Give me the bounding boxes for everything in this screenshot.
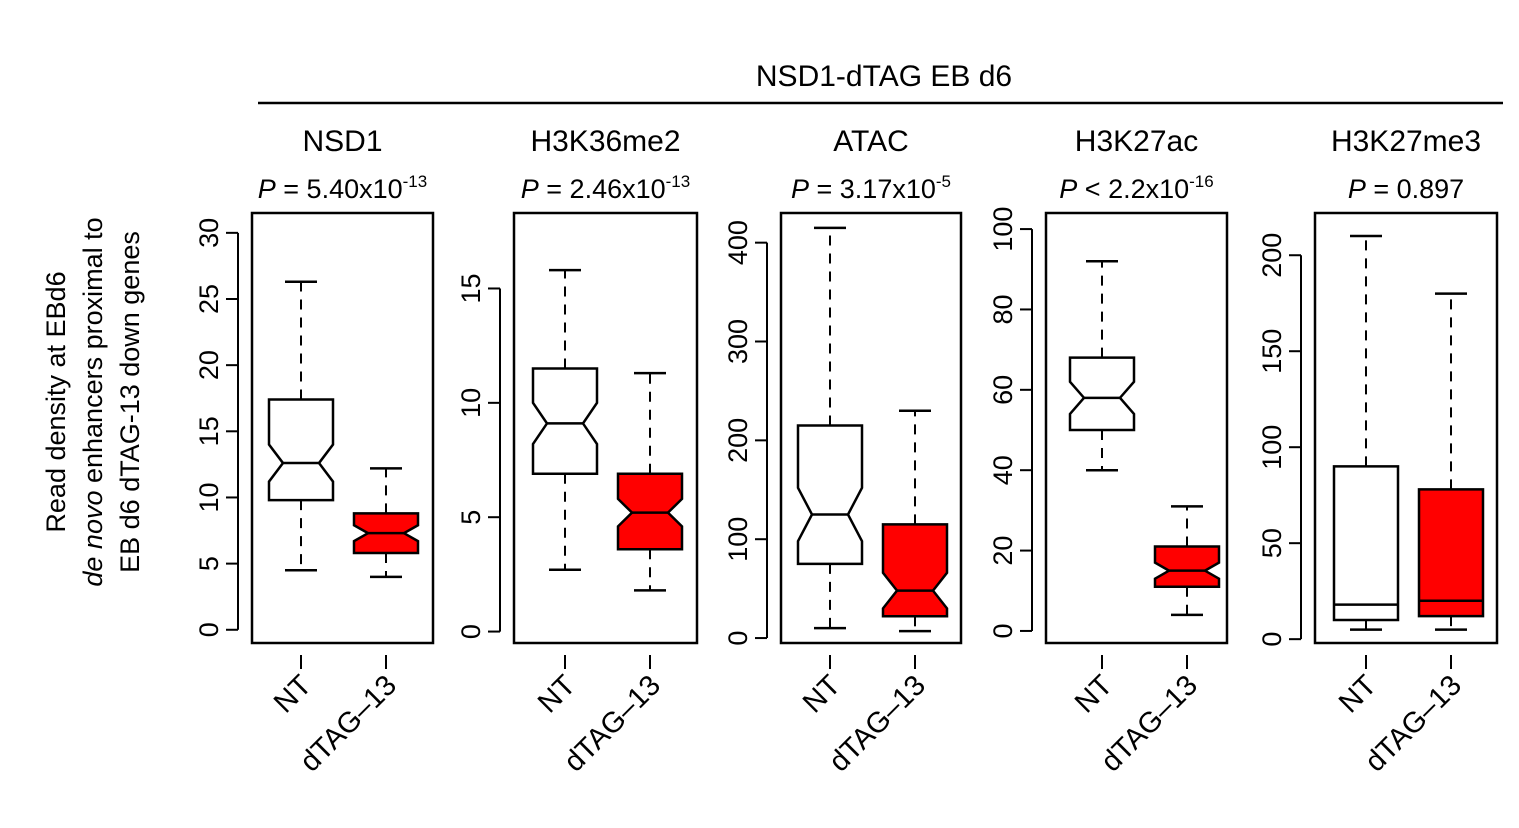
y-tick-label: 400 (723, 220, 753, 265)
box-nt (267, 280, 335, 572)
y-axis-label-line-1: Read density at EBd6 (41, 271, 71, 532)
panel-title: H3K27me3 (1331, 125, 1481, 158)
y-axis-label: Read density at EBd6 de novo enhancers p… (41, 217, 145, 586)
y-tick-label: 10 (194, 482, 224, 512)
p-value-number: = 0.897 (1366, 174, 1464, 204)
y-tick-label: 5 (194, 556, 224, 571)
box-body (531, 367, 599, 475)
y-tick-label: 0 (456, 624, 486, 639)
box-dtag13 (1153, 505, 1221, 617)
p-value: P = 2.46x10-13 (521, 172, 690, 204)
chart-title: NSD1-dTAG EB d6 (756, 60, 1012, 93)
y-tick-label: 60 (988, 375, 1018, 405)
plot-frame (250, 211, 435, 645)
p-value-number: < 2.2x10 (1077, 174, 1189, 204)
x-tick-label: NT (797, 669, 847, 719)
box-dtag13 (352, 467, 420, 579)
y-tick-label: 200 (723, 418, 753, 463)
p-value: P = 5.40x10-13 (258, 172, 427, 204)
plot-frame (779, 211, 963, 645)
y-tick-label: 0 (194, 622, 224, 637)
p-value-symbol: P (1348, 174, 1366, 204)
x-tick-label: NT (1333, 669, 1383, 719)
y-tick-label: 50 (1257, 528, 1287, 558)
plot-frame (1044, 211, 1229, 645)
y-tick-label: 100 (1257, 425, 1287, 470)
y-tick-label: 5 (456, 510, 486, 525)
p-value-exponent: -16 (1189, 172, 1214, 191)
plot-frame (512, 211, 699, 645)
x-tick-label: NT (1069, 669, 1119, 719)
y-axis-label-line-3: EB d6 dTAG-13 down genes (115, 231, 145, 573)
y-tick-label: 300 (723, 319, 753, 364)
p-value-number: = 2.46x10 (539, 174, 666, 204)
p-value-number: = 3.17x10 (809, 174, 936, 204)
y-tick-label: 15 (456, 273, 486, 303)
y-tick-label: 10 (456, 388, 486, 418)
p-value: P = 0.897 (1348, 174, 1464, 204)
x-tick-label: NT (532, 669, 582, 719)
p-value-symbol: P (258, 174, 276, 204)
box-body (267, 398, 335, 502)
p-value: P < 2.2x10-16 (1059, 172, 1213, 204)
y-tick-label: 100 (723, 517, 753, 562)
box-body (1417, 488, 1485, 618)
p-value-symbol: P (521, 174, 539, 204)
panel-title: H3K27ac (1075, 125, 1198, 158)
y-tick-label: 0 (723, 631, 753, 646)
x-tick-label: NT (268, 669, 318, 719)
p-value-symbol: P (791, 174, 809, 204)
box-dtag13 (616, 371, 684, 592)
p-value: P = 3.17x10-5 (791, 172, 951, 204)
y-tick-label: 150 (1257, 329, 1287, 374)
y-tick-label: 0 (988, 623, 1018, 638)
y-tick-label: 200 (1257, 233, 1287, 278)
p-value-exponent: -13 (403, 172, 428, 191)
y-tick-label: 20 (988, 536, 1018, 566)
p-value-exponent: -5 (936, 172, 951, 191)
box-body (1332, 465, 1400, 622)
box-body (881, 523, 949, 618)
y-tick-label: 15 (194, 416, 224, 446)
plot-frame (1313, 211, 1499, 645)
y-axis-label-line-2: de novo enhancers proximal to (78, 217, 108, 586)
p-value-exponent: -13 (666, 172, 691, 191)
box-body (1153, 545, 1221, 588)
p-value-symbol: P (1059, 174, 1077, 204)
p-value-number: = 5.40x10 (276, 174, 403, 204)
box-dtag13 (881, 409, 949, 633)
y-tick-label: 20 (194, 350, 224, 380)
box-nt (1068, 259, 1136, 472)
panel-title: ATAC (833, 125, 909, 158)
y-tick-label: 40 (988, 455, 1018, 485)
y-tick-label: 80 (988, 294, 1018, 324)
box-body (796, 424, 864, 566)
y-tick-label: 100 (988, 207, 1018, 252)
y-tick-label: 0 (1257, 632, 1287, 647)
box-dtag13 (1417, 292, 1485, 631)
y-tick-label: 30 (194, 218, 224, 248)
panel-title: NSD1 (302, 125, 382, 158)
y-tick-label: 25 (194, 284, 224, 314)
box-body (1068, 356, 1136, 432)
y-axis-label-line-2-rest: enhancers proximal to (78, 217, 108, 490)
box-nt (796, 226, 864, 630)
panel-title: H3K36me2 (530, 125, 680, 158)
box-nt (531, 268, 599, 572)
box-nt (1332, 234, 1400, 631)
y-axis-label-italic: de novo (78, 491, 108, 587)
